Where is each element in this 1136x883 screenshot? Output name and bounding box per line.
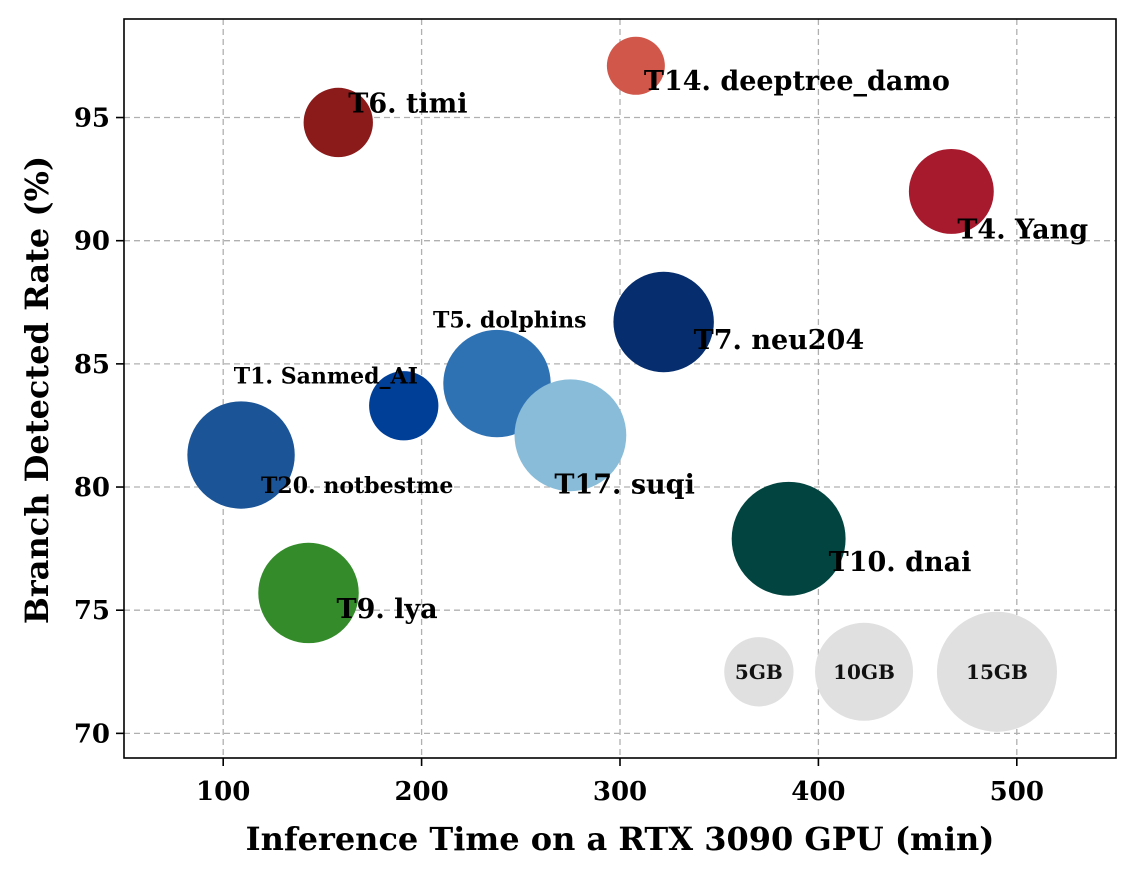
point-label-T1: T1. Sanmed_AI <box>234 364 418 390</box>
y-tick-label-95: 95 <box>74 104 110 134</box>
bubble-T20 <box>187 401 295 509</box>
point-label-T6: T6. timi <box>348 88 467 119</box>
label-layer: 5GB 10GB 15GB T14. deeptree_damo T6. timi T4.… <box>234 66 1089 684</box>
point-label-T5: T5. dolphins <box>433 308 587 334</box>
bubble-T6 <box>303 87 373 158</box>
bubble-T9 <box>258 542 359 644</box>
point-label-T14: T14. deeptree_damo <box>644 66 950 97</box>
y-tick-label-90: 90 <box>74 227 110 257</box>
x-axis-title: Inference Time on a RTX 3090 GPU (min) <box>246 820 995 858</box>
legend-bubble-5GB <box>724 637 794 707</box>
bubble-T1 <box>369 371 439 441</box>
x-tick-label-100: 100 <box>196 777 250 807</box>
bubble-T10 <box>731 481 846 596</box>
axis-layer: 100 200 300 400 500 70 75 80 85 90 95 <box>74 18 1117 807</box>
point-label-T20: T20. notbestme <box>261 473 453 499</box>
y-tick-label-70: 70 <box>74 719 110 749</box>
bubble-layer <box>187 36 1057 732</box>
legend-bubble-15GB <box>936 611 1057 732</box>
x-tick-label-400: 400 <box>791 777 845 807</box>
bubble-T17 <box>514 379 627 492</box>
x-tick-label-500: 500 <box>990 777 1044 807</box>
bubble-T14 <box>606 36 665 95</box>
y-tick-label-80: 80 <box>74 473 110 503</box>
bubble-T7 <box>613 271 714 373</box>
legend-bubble-10GB <box>815 622 914 721</box>
point-label-T4: T4. Yang <box>957 214 1088 245</box>
point-label-T17: T17. suqi <box>554 469 694 500</box>
point-label-T9: T9. lya <box>337 594 438 625</box>
point-label-T7: T7. neu204 <box>694 325 864 356</box>
y-tick-label-75: 75 <box>74 596 110 626</box>
bubble-T4 <box>908 148 994 234</box>
legend-label-10GB: 10GB <box>833 660 895 684</box>
legend-label-5GB: 5GB <box>735 660 783 684</box>
x-tick-label-200: 200 <box>394 777 448 807</box>
y-axis-title: Branch Detected Rate (%) <box>18 156 56 624</box>
y-tick-label-85: 85 <box>74 350 110 380</box>
legend-label-15GB: 15GB <box>966 660 1028 684</box>
point-label-T10: T10. dnai <box>829 547 972 578</box>
x-tick-label-300: 300 <box>593 777 647 807</box>
